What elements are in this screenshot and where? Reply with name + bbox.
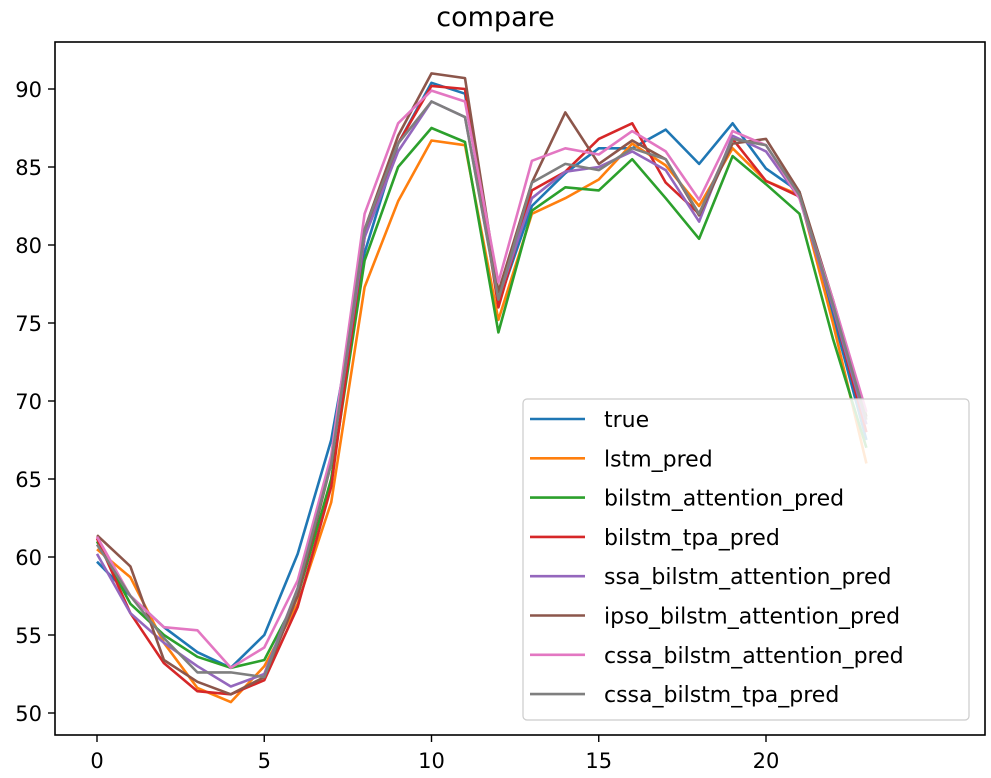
legend-label: bilstm_attention_pred — [604, 487, 844, 512]
legend-label: true — [604, 408, 649, 433]
y-tick-label: 85 — [15, 156, 42, 180]
legend-item: cssa_bilstm_attention_pred — [530, 644, 904, 669]
y-tick-label: 50 — [15, 702, 42, 726]
legend-item: ipso_bilstm_attention_pred — [530, 605, 900, 630]
legend-label: ipso_bilstm_attention_pred — [604, 605, 900, 630]
y-tick-label: 80 — [15, 234, 42, 258]
legend-label: bilstm_tpa_pred — [604, 526, 780, 551]
y-tick-label: 55 — [15, 624, 42, 648]
series-line-bilstm-attention-pred — [95, 126, 868, 670]
x-tick-label: 0 — [90, 749, 103, 773]
x-tick-label: 20 — [753, 749, 780, 773]
legend-item: bilstm_tpa_pred — [530, 526, 780, 551]
y-tick-label: 75 — [15, 312, 42, 336]
x-axis: 0 5 10 15 20 — [90, 735, 779, 773]
series-line-cssa-bilstm-tpa-pred — [95, 100, 868, 679]
legend-box — [522, 398, 970, 721]
y-tick-label: 70 — [15, 390, 42, 414]
x-tick-label: 5 — [258, 749, 271, 773]
axes-frame — [54, 41, 986, 736]
legend-label: ssa_bilstm_attention_pred — [604, 565, 892, 590]
legend-item: true — [530, 408, 649, 433]
legend-label: cssa_bilstm_tpa_pred — [604, 683, 839, 708]
y-tick-label: 65 — [15, 468, 42, 492]
legend-item: cssa_bilstm_tpa_pred — [530, 683, 839, 708]
legend-item: lstm_pred — [530, 447, 713, 472]
legend-item: bilstm_attention_pred — [530, 487, 844, 512]
legend-label: cssa_bilstm_attention_pred — [604, 644, 904, 669]
series-layer — [95, 72, 868, 704]
x-tick-label: 15 — [585, 749, 612, 773]
legend-label: lstm_pred — [604, 447, 713, 472]
legend-item: ssa_bilstm_attention_pred — [530, 565, 892, 590]
y-axis: 50 55 60 65 70 75 80 85 90 — [15, 78, 55, 726]
x-tick-label: 10 — [418, 749, 445, 773]
chart-title: compare — [436, 2, 555, 33]
series-line-cssa-bilstm-attention-pred — [95, 89, 868, 670]
legend: true lstm_pred bilstm_attention_predbilstm… — [522, 398, 970, 721]
y-tick-label: 90 — [15, 78, 42, 102]
y-tick-label: 60 — [15, 546, 42, 570]
